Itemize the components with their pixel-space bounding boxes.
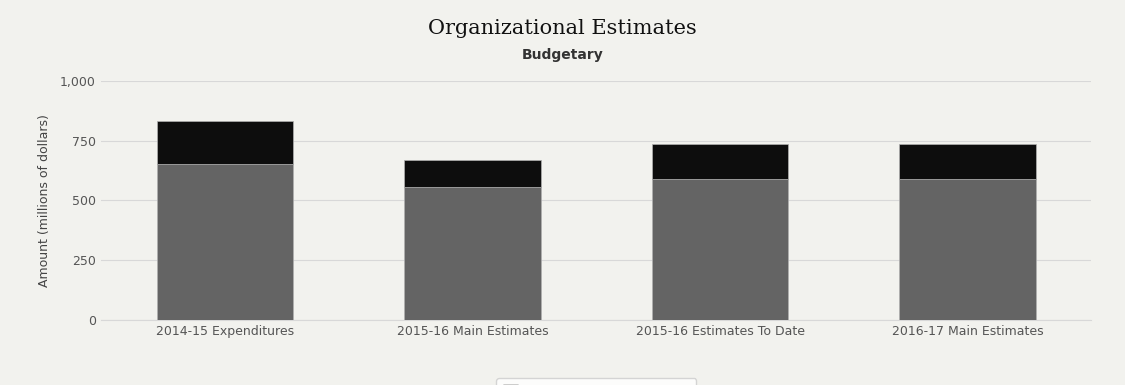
Bar (900, 144, 1036, 179)
Bar (405, 160, 541, 187)
Bar (900, 179, 1036, 320)
Text: Organizational Estimates: Organizational Estimates (429, 19, 696, 38)
Bar (652, 144, 788, 179)
Bar (405, 187, 541, 320)
Bar (158, 121, 292, 164)
Y-axis label: Amount (millions of dollars): Amount (millions of dollars) (38, 114, 52, 287)
Legend: Total Statutory, Voted: Total Statutory, Voted (496, 378, 696, 385)
Text: Budgetary: Budgetary (522, 48, 603, 62)
Bar (158, 164, 292, 320)
Bar (652, 179, 788, 320)
